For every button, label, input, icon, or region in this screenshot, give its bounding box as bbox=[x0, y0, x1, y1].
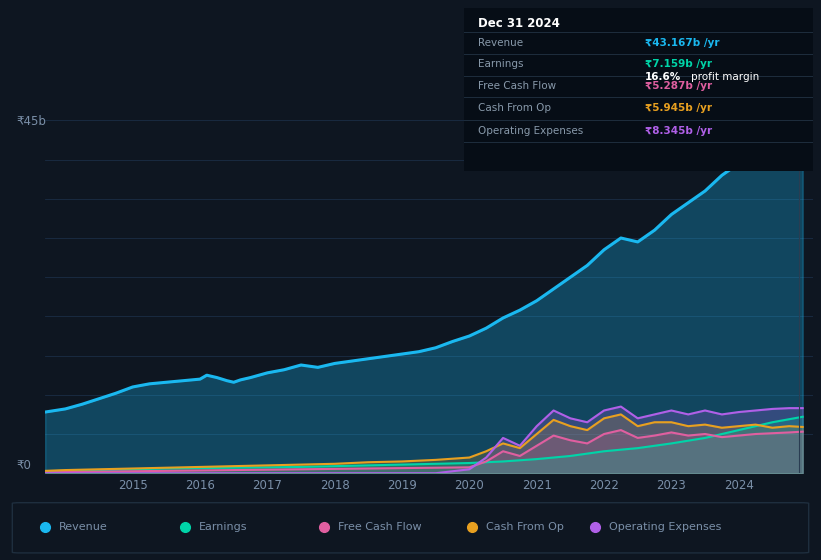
Text: ₹0: ₹0 bbox=[16, 459, 31, 472]
Text: Operating Expenses: Operating Expenses bbox=[478, 126, 583, 136]
Text: ₹8.345b /yr: ₹8.345b /yr bbox=[645, 126, 713, 136]
Text: ₹45b: ₹45b bbox=[16, 115, 46, 128]
Text: ₹5.945b /yr: ₹5.945b /yr bbox=[645, 103, 713, 113]
Text: Earnings: Earnings bbox=[478, 59, 523, 69]
Text: 16.6%: 16.6% bbox=[645, 72, 681, 82]
Text: Operating Expenses: Operating Expenses bbox=[609, 521, 722, 531]
Text: ₹7.159b /yr: ₹7.159b /yr bbox=[645, 59, 713, 69]
Text: ₹5.287b /yr: ₹5.287b /yr bbox=[645, 81, 713, 91]
Text: ₹43.167b /yr: ₹43.167b /yr bbox=[645, 38, 720, 48]
Text: Free Cash Flow: Free Cash Flow bbox=[478, 81, 556, 91]
Text: profit margin: profit margin bbox=[690, 72, 759, 82]
Text: Cash From Op: Cash From Op bbox=[486, 521, 564, 531]
Text: Dec 31 2024: Dec 31 2024 bbox=[478, 17, 560, 30]
Text: Cash From Op: Cash From Op bbox=[478, 103, 551, 113]
Text: Free Cash Flow: Free Cash Flow bbox=[338, 521, 422, 531]
Text: Revenue: Revenue bbox=[59, 521, 108, 531]
Text: Earnings: Earnings bbox=[199, 521, 247, 531]
Text: Revenue: Revenue bbox=[478, 38, 523, 48]
